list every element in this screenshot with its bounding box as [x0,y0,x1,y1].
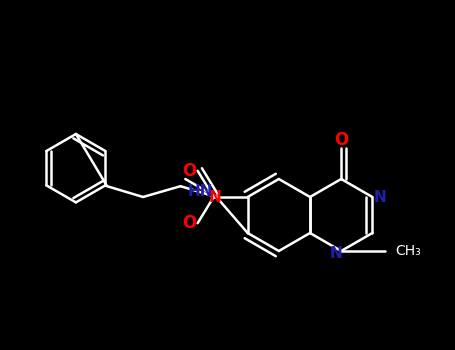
Text: O: O [182,214,197,232]
Text: CH₃: CH₃ [395,244,421,258]
Text: N: N [330,246,343,261]
Text: N: N [374,189,387,204]
Text: HN: HN [188,184,213,200]
Text: O: O [334,131,348,149]
Text: O: O [182,162,197,180]
Text: N: N [208,189,221,204]
